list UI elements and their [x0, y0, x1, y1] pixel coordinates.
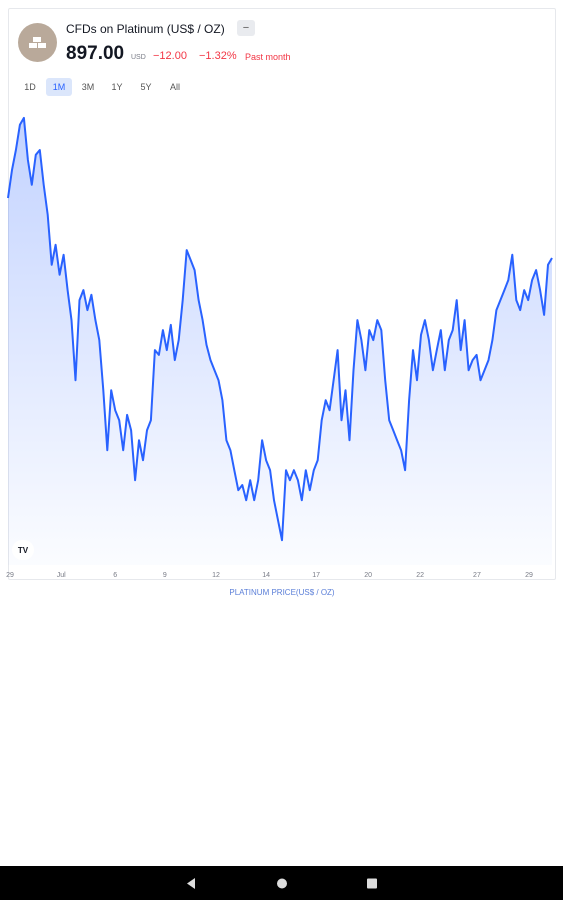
x-tick-label: 29: [6, 572, 14, 579]
x-axis-label: PLATINUM PRICE(US$ / OZ): [229, 588, 335, 597]
x-tick-label: 14: [262, 572, 270, 579]
price-line: [7, 116, 553, 542]
x-tick-label: 12: [212, 572, 220, 579]
x-tick-label: 29: [525, 572, 533, 579]
x-tick-label: 9: [163, 572, 167, 579]
change-percent: −1.32%: [199, 50, 237, 62]
range-button[interactable]: 1M: [46, 78, 72, 96]
range-button[interactable]: 3M: [81, 82, 95, 92]
nav-icons: [187, 878, 377, 889]
x-tick-label: 17: [312, 572, 320, 579]
x-tick-label: Jul: [57, 572, 66, 579]
x-tick-label: 22: [416, 572, 424, 579]
android-nav-bar: [0, 866, 563, 900]
x-tick-label: 27: [473, 572, 481, 579]
home-button[interactable]: [277, 878, 287, 889]
bars-icon: [29, 37, 46, 48]
symbol-icon: [18, 23, 57, 62]
chart: 29 Jul 6 9 12 14 17 20 22 27 29 TV PLATINUM PRICE(…: [6, 116, 553, 597]
currency: USD: [131, 54, 146, 61]
range-button[interactable]: 1D: [24, 82, 36, 92]
range-button[interactable]: All: [169, 82, 180, 92]
change: −12.00: [153, 50, 187, 62]
recents-button[interactable]: [367, 878, 377, 889]
price: 897.00: [66, 43, 125, 64]
symbol-name: CFDs on Platinum (US$ / OZ): [66, 22, 225, 36]
range-selector: 1D 1M 3M 1Y 5Y All: [17, 78, 188, 96]
logo: TV: [18, 546, 29, 555]
range-button[interactable]: 5Y: [140, 82, 152, 92]
badge[interactable]: −: [237, 20, 255, 36]
range-button[interactable]: 1Y: [111, 82, 123, 92]
logo-bg: [12, 540, 34, 560]
x-tick-label: 20: [364, 572, 372, 579]
x-tick-label: 6: [113, 572, 117, 579]
back-button[interactable]: [187, 878, 195, 889]
period: Past month: [245, 52, 291, 62]
area: [8, 117, 552, 566]
